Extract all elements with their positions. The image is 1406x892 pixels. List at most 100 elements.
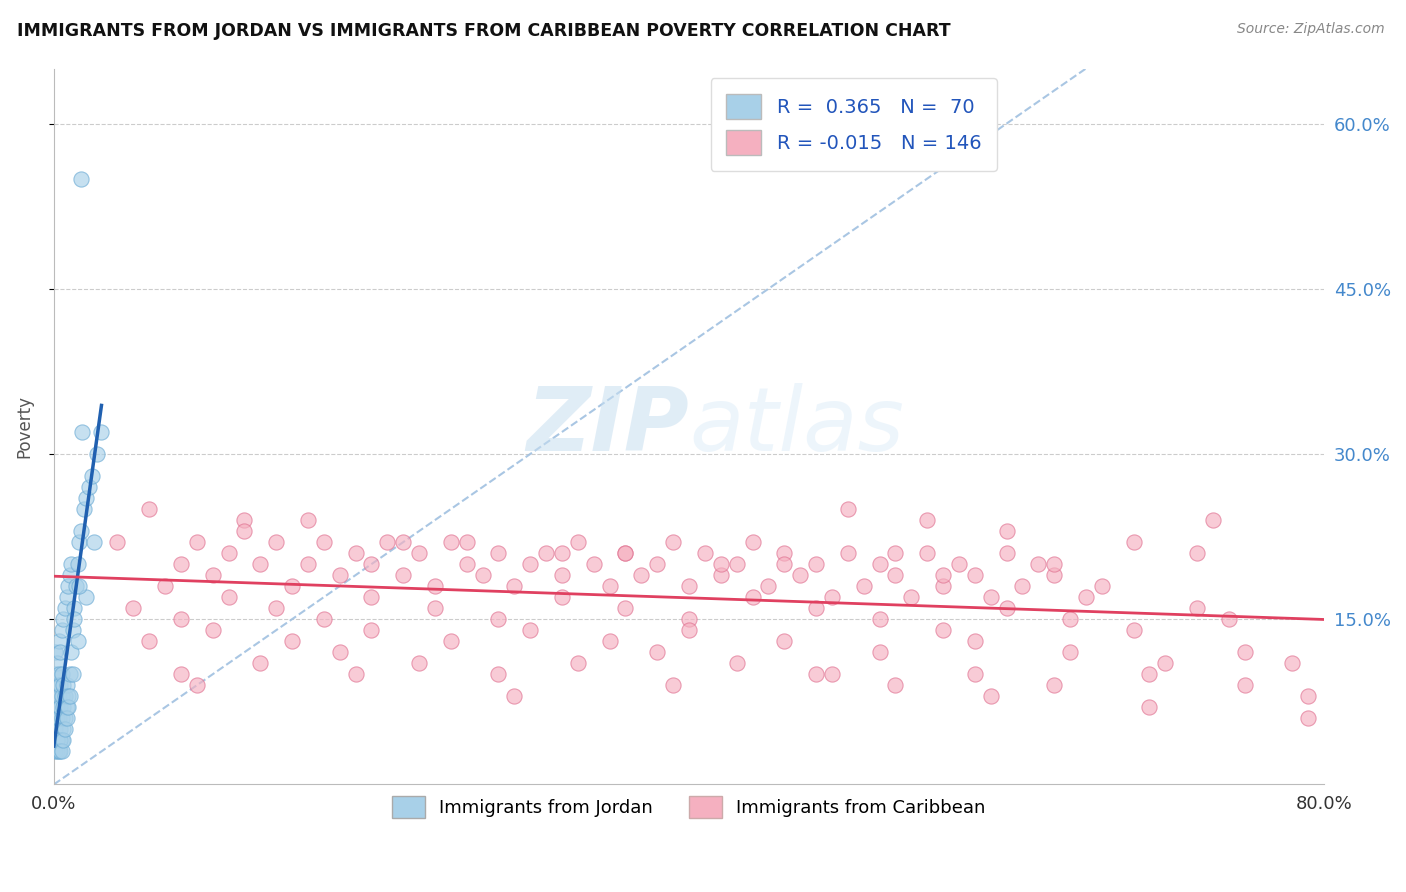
Point: [55, 590, 77, 604]
Point: [710, 557, 733, 571]
Point: [678, 612, 700, 626]
Point: [138, 502, 160, 516]
Point: [52, 700, 75, 714]
Point: [614, 601, 637, 615]
Point: [1233, 678, 1256, 692]
Point: [51, 744, 73, 758]
Point: [804, 667, 827, 681]
Point: [53, 690, 76, 704]
Point: [488, 667, 510, 681]
Point: [408, 546, 430, 560]
Point: [49, 645, 72, 659]
Point: [48, 744, 70, 758]
Point: [773, 557, 796, 571]
Point: [630, 568, 652, 582]
Point: [66, 557, 89, 571]
Point: [63, 601, 86, 615]
Point: [249, 657, 271, 671]
Point: [408, 657, 430, 671]
Point: [932, 579, 955, 593]
Point: [1154, 657, 1177, 671]
Point: [963, 667, 986, 681]
Point: [1233, 645, 1256, 659]
Point: [662, 678, 685, 692]
Point: [360, 590, 382, 604]
Point: [915, 513, 938, 527]
Point: [471, 568, 494, 582]
Point: [83, 535, 105, 549]
Point: [201, 568, 224, 582]
Point: [312, 535, 335, 549]
Point: [44, 690, 66, 704]
Point: [44, 645, 66, 659]
Point: [725, 557, 748, 571]
Point: [48, 634, 70, 648]
Point: [582, 557, 605, 571]
Point: [49, 700, 72, 714]
Point: [488, 546, 510, 560]
Point: [360, 624, 382, 638]
Point: [53, 711, 76, 725]
Point: [773, 634, 796, 648]
Point: [758, 579, 780, 593]
Point: [852, 579, 875, 593]
Point: [1185, 546, 1208, 560]
Point: [948, 557, 970, 571]
Point: [170, 667, 193, 681]
Point: [900, 590, 922, 604]
Point: [65, 579, 87, 593]
Point: [1026, 557, 1049, 571]
Point: [821, 667, 844, 681]
Point: [1202, 513, 1225, 527]
Point: [153, 579, 176, 593]
Point: [59, 690, 82, 704]
Point: [49, 678, 72, 692]
Point: [52, 612, 75, 626]
Point: [59, 568, 82, 582]
Point: [440, 535, 463, 549]
Point: [329, 645, 352, 659]
Point: [46, 733, 69, 747]
Point: [75, 491, 97, 505]
Point: [44, 723, 66, 737]
Point: [44, 744, 66, 758]
Point: [60, 645, 83, 659]
Point: [233, 513, 256, 527]
Point: [69, 171, 91, 186]
Point: [46, 657, 69, 671]
Point: [599, 634, 621, 648]
Point: [52, 723, 75, 737]
Point: [1122, 624, 1144, 638]
Y-axis label: Poverty: Poverty: [15, 395, 32, 458]
Point: [51, 667, 73, 681]
Point: [62, 667, 84, 681]
Point: [52, 733, 75, 747]
Point: [741, 590, 763, 604]
Point: [360, 557, 382, 571]
Point: [49, 744, 72, 758]
Point: [488, 612, 510, 626]
Point: [46, 678, 69, 692]
Point: [69, 524, 91, 538]
Point: [1059, 612, 1081, 626]
Point: [46, 711, 69, 725]
Point: [995, 601, 1018, 615]
Point: [233, 524, 256, 538]
Point: [46, 700, 69, 714]
Point: [48, 733, 70, 747]
Text: ZIP: ZIP: [526, 383, 689, 470]
Point: [105, 535, 128, 549]
Point: [80, 469, 103, 483]
Point: [51, 624, 73, 638]
Point: [519, 557, 541, 571]
Point: [1043, 678, 1066, 692]
Point: [51, 690, 73, 704]
Point: [1091, 579, 1114, 593]
Point: [503, 690, 526, 704]
Point: [48, 690, 70, 704]
Point: [678, 579, 700, 593]
Point: [53, 601, 76, 615]
Point: [122, 601, 145, 615]
Point: [201, 624, 224, 638]
Point: [67, 579, 90, 593]
